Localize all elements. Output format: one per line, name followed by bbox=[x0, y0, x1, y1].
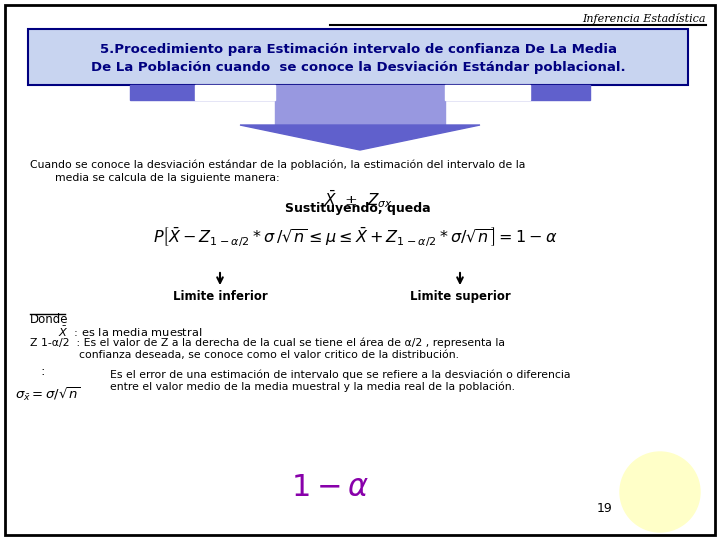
Text: Limite inferior: Limite inferior bbox=[173, 290, 267, 303]
Text: Es el error de una estimación de intervalo que se refiere a la desviación o dife: Es el error de una estimación de interva… bbox=[110, 370, 570, 381]
Text: $1-\alpha$: $1-\alpha$ bbox=[291, 472, 369, 503]
Text: 5.Procedimiento para Estimación intervalo de confianza De La Media: 5.Procedimiento para Estimación interval… bbox=[99, 44, 616, 57]
Text: Z 1-α/2  : Es el valor de Z a la derecha de la cual se tiene el área de α/2 , re: Z 1-α/2 : Es el valor de Z a la derecha … bbox=[30, 338, 505, 348]
Text: confianza deseada, se conoce como el valor critico de la distribución.: confianza deseada, se conoce como el val… bbox=[30, 350, 459, 360]
Bar bbox=[28, 29, 688, 85]
Text: :: : bbox=[30, 365, 45, 378]
Text: media se calcula de la siguiente manera:: media se calcula de la siguiente manera: bbox=[55, 173, 279, 183]
Polygon shape bbox=[195, 85, 275, 100]
Text: Sustituyendo, queda: Sustituyendo, queda bbox=[285, 202, 431, 215]
Text: $\bar{X}$  : es la media muestral: $\bar{X}$ : es la media muestral bbox=[30, 325, 202, 339]
Text: Limite superior: Limite superior bbox=[410, 290, 510, 303]
Text: $P\left[\bar{X}-Z_{1-\alpha/2}*\sigma\,/\sqrt{n}\leq\mu\leq\bar{X}+Z_{1-\alpha/2: $P\left[\bar{X}-Z_{1-\alpha/2}*\sigma\,/… bbox=[153, 225, 557, 248]
Text: $\bar{X}$  ±  $Z_{\sigma x}$: $\bar{X}$ ± $Z_{\sigma x}$ bbox=[323, 188, 392, 210]
Text: De La Población cuando  se conoce la Desviación Estándar poblacional.: De La Población cuando se conoce la Desv… bbox=[91, 62, 625, 75]
Text: entre el valor medio de la media muestral y la media real de la población.: entre el valor medio de la media muestra… bbox=[110, 382, 515, 393]
Polygon shape bbox=[240, 125, 480, 150]
Text: 19: 19 bbox=[597, 502, 613, 515]
Text: $\sigma_{\bar{x}}=\sigma/\sqrt{n}$: $\sigma_{\bar{x}}=\sigma/\sqrt{n}$ bbox=[15, 385, 81, 403]
Polygon shape bbox=[445, 85, 530, 100]
Circle shape bbox=[620, 452, 700, 532]
Polygon shape bbox=[130, 85, 275, 100]
Text: Donde: Donde bbox=[30, 313, 68, 326]
Polygon shape bbox=[275, 85, 445, 125]
Text: Cuando se conoce la desviación estándar de la población, la estimación del inter: Cuando se conoce la desviación estándar … bbox=[30, 160, 526, 171]
Polygon shape bbox=[445, 85, 590, 100]
Text: Inferencia Estadística: Inferencia Estadística bbox=[582, 13, 706, 24]
